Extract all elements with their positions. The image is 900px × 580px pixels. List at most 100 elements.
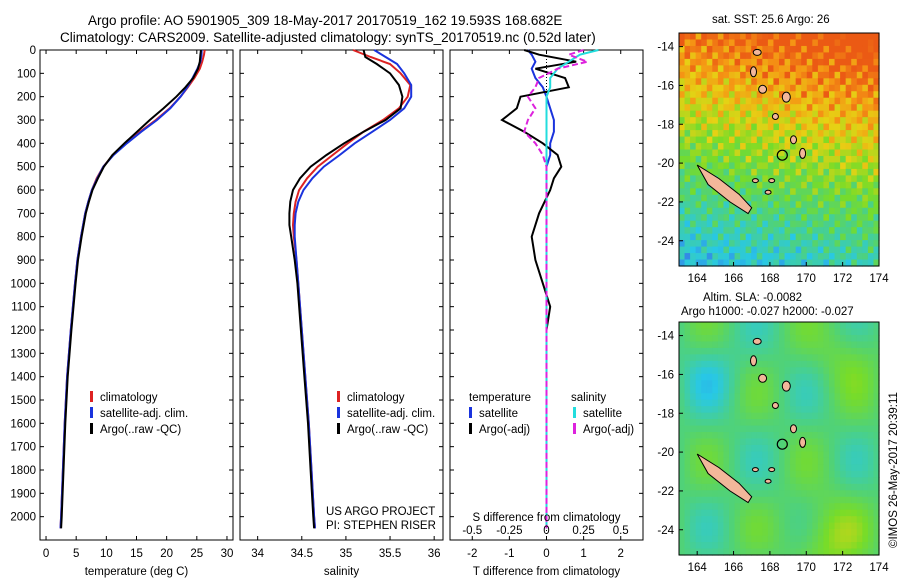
map-cell bbox=[801, 535, 808, 543]
map-cell bbox=[740, 246, 747, 254]
map-cell bbox=[740, 143, 747, 151]
map-cell bbox=[779, 483, 786, 491]
map-cell bbox=[690, 123, 697, 131]
map-cell bbox=[873, 162, 880, 170]
map-cell bbox=[684, 406, 691, 414]
map-cell bbox=[817, 367, 825, 375]
map-cell bbox=[756, 412, 763, 420]
map-cell bbox=[829, 149, 836, 157]
map-cell bbox=[817, 334, 825, 343]
map-cell bbox=[823, 548, 830, 556]
map-cell bbox=[729, 399, 736, 407]
map-cell bbox=[845, 130, 852, 138]
map-cell bbox=[873, 233, 880, 241]
map-cell bbox=[717, 522, 725, 530]
map-cell bbox=[862, 451, 869, 459]
map-cell bbox=[817, 483, 825, 491]
map-cell bbox=[756, 194, 763, 202]
map-cell bbox=[795, 117, 802, 125]
map-cell bbox=[684, 386, 691, 394]
map-cell bbox=[779, 149, 786, 157]
map-cell bbox=[834, 425, 841, 433]
map-cell bbox=[729, 457, 736, 465]
map-cell bbox=[801, 360, 808, 368]
map-cell bbox=[740, 123, 747, 131]
map-cell bbox=[817, 240, 825, 248]
map-cell bbox=[701, 39, 708, 47]
map-cell bbox=[767, 496, 775, 504]
map-cell bbox=[679, 360, 686, 368]
map-cell bbox=[695, 175, 702, 183]
map-cell bbox=[817, 104, 825, 112]
map-cell bbox=[834, 483, 841, 491]
map-cell bbox=[840, 155, 847, 164]
map-cell bbox=[834, 246, 841, 254]
map-cell bbox=[767, 117, 775, 125]
map-cell bbox=[845, 496, 852, 504]
map-cell bbox=[829, 438, 836, 446]
map-cell bbox=[729, 503, 736, 511]
map-cell bbox=[790, 259, 797, 267]
map-cell bbox=[751, 246, 758, 254]
map-x-tick-label: 166 bbox=[724, 562, 743, 574]
map-cell bbox=[762, 360, 769, 368]
map-cell bbox=[706, 97, 713, 105]
map-cell bbox=[845, 503, 852, 511]
map-cell bbox=[862, 347, 869, 355]
map-cell bbox=[834, 253, 841, 261]
map-cell bbox=[862, 207, 869, 215]
map-cell bbox=[834, 175, 841, 183]
map-cell bbox=[795, 535, 802, 543]
map-cell bbox=[823, 136, 830, 144]
map-cell bbox=[873, 123, 880, 131]
map-cell bbox=[851, 201, 858, 209]
map-cell bbox=[745, 328, 752, 336]
map-cell bbox=[856, 168, 863, 176]
temp-legend: climatology satellite-adj. clim. Argo(..… bbox=[90, 390, 188, 438]
map-cell bbox=[867, 322, 875, 330]
map-cell bbox=[784, 438, 791, 446]
map-cell bbox=[801, 52, 808, 60]
map-cell bbox=[779, 201, 786, 209]
map-cell bbox=[706, 214, 713, 222]
map-cell bbox=[695, 97, 702, 105]
map-cell bbox=[717, 457, 725, 465]
map-cell bbox=[717, 240, 725, 248]
map-cell bbox=[762, 444, 769, 453]
map-cell bbox=[823, 425, 830, 433]
map-cell bbox=[856, 464, 863, 472]
map-cell bbox=[717, 509, 725, 517]
map-cell bbox=[845, 123, 852, 131]
map-cell bbox=[751, 188, 758, 196]
map-cell bbox=[723, 214, 730, 222]
map-cell bbox=[784, 65, 791, 73]
map-cell bbox=[679, 253, 686, 261]
map-cell bbox=[773, 470, 780, 478]
project-pi: PI: STEPHEN RISER bbox=[326, 520, 436, 532]
map-cell bbox=[823, 253, 830, 261]
map-cell bbox=[862, 181, 869, 189]
island bbox=[750, 66, 757, 78]
map-cell bbox=[767, 529, 775, 537]
map-cell bbox=[712, 322, 719, 330]
map-cell bbox=[867, 432, 875, 440]
map-cell bbox=[784, 78, 791, 86]
map-cell bbox=[740, 253, 747, 261]
map-cell bbox=[751, 104, 758, 112]
map-cell bbox=[867, 490, 875, 498]
map-cell bbox=[795, 65, 802, 73]
map-cell bbox=[779, 58, 786, 66]
map-cell bbox=[823, 155, 830, 164]
map-cell bbox=[840, 393, 847, 401]
map-cell bbox=[790, 181, 797, 189]
map-cell bbox=[684, 509, 691, 517]
map-cell bbox=[779, 412, 786, 420]
map-cell bbox=[784, 194, 791, 202]
map-cell bbox=[762, 214, 769, 222]
map-cell bbox=[695, 201, 702, 209]
map-cell bbox=[679, 496, 686, 504]
map-cell bbox=[779, 425, 786, 433]
y-tick-label: 400 bbox=[17, 138, 36, 150]
map-cell bbox=[801, 175, 808, 183]
map-cell bbox=[856, 548, 863, 556]
